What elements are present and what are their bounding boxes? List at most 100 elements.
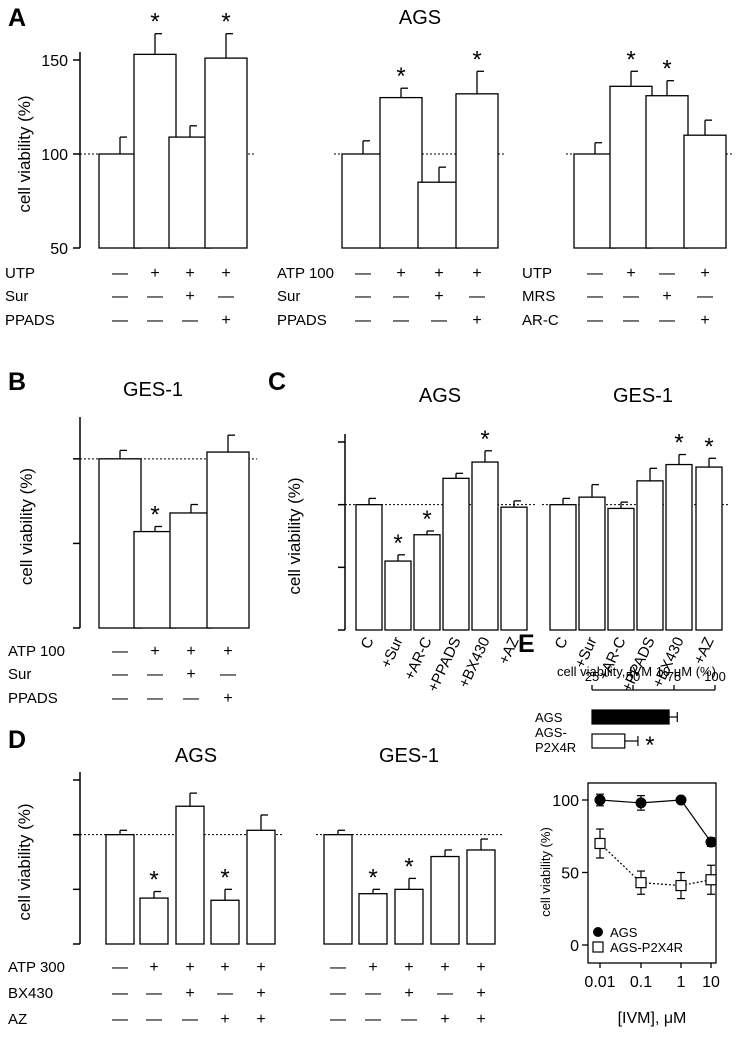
x-tick-label-E1: 75 <box>667 669 681 684</box>
series-line-0 <box>680 799 712 843</box>
x-tick-label-E2: 1 <box>677 974 686 991</box>
significance-star-A2: * <box>396 63 405 90</box>
sign-A2: — <box>355 288 371 305</box>
sign-A3: — <box>587 312 603 329</box>
category-label-C2: +AZ <box>690 635 717 668</box>
row-label-A3: UTP <box>522 265 552 282</box>
significance-star-A3: * <box>662 56 671 83</box>
bar-A1 <box>204 57 248 249</box>
data-point-AGS <box>594 794 606 806</box>
y-tick-label-E2: 50 <box>561 866 579 883</box>
row-label-B: Sur <box>8 666 31 683</box>
y-tick-label-E2: 0 <box>570 938 579 955</box>
sign-D2: + <box>476 1011 485 1028</box>
row-label-A1: PPADS <box>5 312 55 329</box>
bar-C1 <box>442 477 470 631</box>
category-label-C1: C <box>358 634 378 651</box>
bar-D1 <box>105 834 135 945</box>
sign-A3: — <box>587 288 603 305</box>
sign-D1: — <box>112 985 128 1002</box>
sign-A2: + <box>472 265 481 282</box>
sign-A2: — <box>431 312 447 329</box>
significance-star-C1: * <box>393 530 402 557</box>
sign-A3: — <box>623 288 639 305</box>
sign-A1: + <box>221 312 230 329</box>
series-line-1 <box>640 882 682 887</box>
data-point-AGS <box>705 836 717 848</box>
significance-star-A1: * <box>150 9 159 36</box>
sign-D2: + <box>368 959 377 976</box>
sign-D1: + <box>149 959 158 976</box>
significance-star-D2: * <box>368 864 377 891</box>
bar-A3 <box>609 85 653 249</box>
sign-A2: — <box>393 288 409 305</box>
bar-C2 <box>607 507 635 631</box>
row-label-A2: ATP 100 <box>277 265 334 282</box>
y-axis-label-C1: cell viability (%) <box>285 477 304 594</box>
sign-A2: + <box>396 265 405 282</box>
panel-label-A: A <box>8 4 26 32</box>
legend-label-AGS-P2X4R: AGS-P2X4R <box>610 940 683 955</box>
bar-D1 <box>246 829 276 945</box>
bar-D2 <box>430 855 460 945</box>
data-point-AGS-P2X4R <box>635 877 647 889</box>
bar-B <box>169 512 213 629</box>
bar-D1 <box>210 899 240 945</box>
sign-A1: + <box>150 265 159 282</box>
bar-C2 <box>549 504 577 631</box>
category-label-C2: C <box>552 634 572 651</box>
y-axis-label-E2: cell viability (%) <box>538 827 553 917</box>
significance-star-E1: * <box>645 732 654 759</box>
y-tick-label-A1: 150 <box>41 53 68 70</box>
x-tick-label-E1: 50 <box>626 669 640 684</box>
sign-D1: + <box>220 1011 229 1028</box>
bar-D2 <box>394 888 424 945</box>
sign-D2: — <box>330 959 346 976</box>
panel-label-C: C <box>268 368 286 396</box>
significance-star-C2: * <box>674 430 683 457</box>
sign-D1: + <box>256 1011 265 1028</box>
sign-A2: + <box>472 312 481 329</box>
bar-A2 <box>417 181 461 249</box>
sign-A1: — <box>112 265 128 282</box>
data-point-AGS-P2X4R <box>675 879 687 892</box>
sign-A3: — <box>697 288 713 305</box>
row-label-A2: PPADS <box>277 312 327 329</box>
sign-A2: — <box>393 312 409 329</box>
bar-D2 <box>358 893 388 945</box>
significance-star-A3: * <box>626 46 635 73</box>
sign-D2: + <box>476 985 485 1002</box>
chart-title-E1: cell viability, IVM 10 μM (%) <box>557 664 716 679</box>
bar-E1 <box>591 733 626 749</box>
bar-C1 <box>471 461 499 631</box>
row-label-D1: AZ <box>8 1011 27 1028</box>
sign-A1: — <box>218 288 234 305</box>
significance-star-C1: * <box>480 426 489 453</box>
row-label-A3: MRS <box>522 288 555 305</box>
bar-A3 <box>645 95 689 249</box>
bar-A2 <box>379 96 423 249</box>
x-tick-label-E1: 100 <box>704 669 726 684</box>
x-axis-label-E2: [IVM], μM <box>618 1010 687 1027</box>
data-point-AGS-P2X4R <box>594 837 606 850</box>
sign-A1: + <box>221 265 230 282</box>
sign-A3: + <box>662 288 671 305</box>
sign-B: + <box>186 666 195 683</box>
sign-D1: + <box>256 985 265 1002</box>
row-label-B: ATP 100 <box>8 643 65 660</box>
sign-B: — <box>147 666 163 683</box>
sign-B: + <box>186 643 195 660</box>
significance-star-A1: * <box>221 9 230 36</box>
bar-C2 <box>695 466 723 631</box>
panel-label-D: D <box>8 726 26 754</box>
y-tick-label-A1: 100 <box>41 147 68 164</box>
bar-A3 <box>683 134 727 249</box>
panel-label-B: B <box>8 368 26 396</box>
sign-D1: — <box>112 959 128 976</box>
sign-A1: — <box>147 312 163 329</box>
category-label-C1: +Sur <box>378 635 407 671</box>
sign-D2: — <box>330 985 346 1002</box>
x-tick-label-E2: 0.01 <box>584 974 615 991</box>
sign-A2: — <box>355 312 371 329</box>
